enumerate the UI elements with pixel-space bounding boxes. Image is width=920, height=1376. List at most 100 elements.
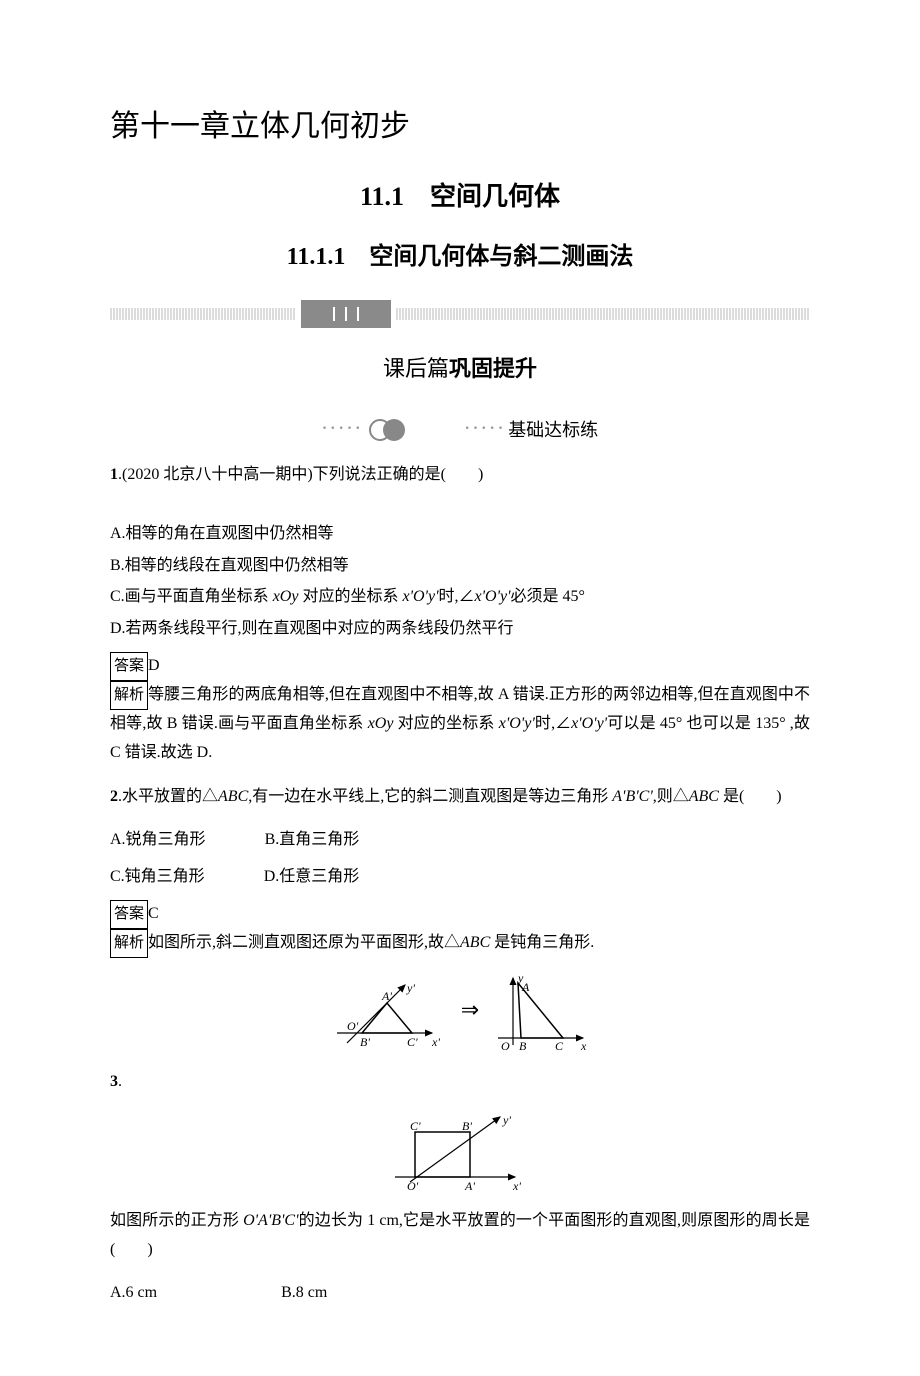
- fig-label: A: [521, 980, 530, 994]
- q3-option-b: B.8 cm: [281, 1279, 327, 1308]
- q3-var: O'A'B'C': [243, 1212, 298, 1229]
- q1-analysis-var: xOy: [368, 715, 394, 732]
- q2-option-c: C.钝角三角形: [110, 863, 205, 892]
- q1c-var: x'O'y': [402, 588, 438, 605]
- fig-label: x': [431, 1035, 440, 1048]
- q3-text: 如图所示的正方形: [110, 1212, 243, 1229]
- q2-var: ABC: [218, 788, 248, 805]
- q2-var: A'B'C': [612, 788, 652, 805]
- q1-analysis-text: 时,∠: [535, 715, 571, 732]
- fig-label: x: [580, 1039, 587, 1053]
- fig-label: C': [410, 1119, 421, 1133]
- q3-dot: .: [118, 1073, 122, 1090]
- fig-label: y': [406, 981, 415, 995]
- divider-pattern-left: [110, 308, 296, 320]
- q2-option-a: A.锐角三角形: [110, 826, 206, 855]
- q2-answer: C: [148, 905, 159, 922]
- q2-text: ,有一边在水平线上,它的斜二测直观图是等边三角形: [248, 788, 612, 805]
- q3-stem: 如图所示的正方形 O'A'B'C'的边长为 1 cm,它是水平放置的一个平面图形…: [110, 1207, 810, 1265]
- q2-analysis: 解析如图所示,斜二测直观图还原为平面图形,故△ABC 是钝角三角形.: [110, 929, 810, 958]
- fig-label: O': [407, 1179, 419, 1192]
- after-class-header: 课后篇巩固提升: [110, 349, 810, 389]
- practice-type-row: ····· ·····基础达标练: [110, 414, 810, 446]
- q1-options: A.相等的角在直观图中仍然相等 B.相等的线段在直观图中仍然相等 C.画与平面直…: [110, 520, 810, 644]
- q1-answer: D: [148, 657, 160, 674]
- q1c-text: C.画与平面直角坐标系: [110, 588, 273, 605]
- q2-text: .水平放置的△: [118, 788, 218, 805]
- subsection-num: 11.1.1: [287, 244, 346, 270]
- q1-source: .(2020 北京八十中高一期中)下列说法正确的是( ): [118, 466, 483, 483]
- q2-analysis-text: 是钝角三角形.: [490, 934, 594, 951]
- question-3-num: 3.: [110, 1068, 810, 1097]
- q2-var: ABC: [689, 788, 719, 805]
- fig-label: B: [519, 1039, 527, 1053]
- q1-analysis: 解析等腰三角形的两底角相等,但在直观图中不相等,故 A 错误.正方形的两邻边相等…: [110, 681, 810, 768]
- divider-center-block: [301, 300, 391, 328]
- chapter-name: 立体几何初步: [230, 110, 410, 143]
- q2-analysis-text: 如图所示,斜二测直观图还原为平面图形,故△: [148, 934, 460, 951]
- q1-option-d: D.若两条线段平行,则在直观图中对应的两条线段仍然平行: [110, 615, 810, 644]
- fig-label: C': [407, 1035, 418, 1048]
- after-class-light: 课后篇: [383, 356, 449, 381]
- fig-label: x': [512, 1179, 521, 1192]
- q1-analysis-var: x'O'y': [499, 715, 535, 732]
- decorative-divider: [110, 299, 810, 329]
- q1c-text: 对应的坐标系: [298, 588, 402, 605]
- q1-analysis-text: 对应的坐标系: [393, 715, 498, 732]
- fig-label: A': [464, 1179, 475, 1192]
- q2-option-b: B.直角三角形: [265, 826, 360, 855]
- divider-pattern-right: [396, 308, 810, 320]
- circle-filled-icon: [383, 419, 405, 441]
- q2-text: 是( ): [719, 788, 782, 805]
- divider-bar-icon: [345, 307, 347, 321]
- fig-label: O: [501, 1039, 510, 1053]
- subsection-title: 11.1.1 空间几何体与斜二测画法: [110, 236, 810, 279]
- fig-label: C: [555, 1039, 564, 1053]
- q2-option-d: D.任意三角形: [264, 863, 360, 892]
- q1-number: 1: [110, 466, 118, 483]
- q1-analysis-var: x'O'y': [571, 715, 607, 732]
- q2-figure-right: y A O B C x: [493, 973, 593, 1053]
- section-num: 11.1: [360, 182, 404, 211]
- q2-answer-row: 答案C: [110, 900, 810, 929]
- q2-figure: A' y' O' B' C' x' ⇒ y A O B C x: [110, 973, 810, 1053]
- q3-figure-svg: C' B' y' O' A' x': [385, 1112, 535, 1192]
- answer-label: 答案: [110, 652, 148, 681]
- fig-label: A': [381, 989, 392, 1003]
- q1c-var: x'O'y': [475, 588, 511, 605]
- fig-label: y': [502, 1113, 511, 1127]
- practice-label: 基础达标练: [508, 414, 598, 446]
- chapter-title: 第十一章立体几何初步: [110, 100, 810, 154]
- analysis-label: 解析: [110, 929, 148, 958]
- divider-bar-icon: [333, 307, 335, 321]
- q1-option-a: A.相等的角在直观图中仍然相等: [110, 520, 810, 549]
- q3-figure: C' B' y' O' A' x': [110, 1112, 810, 1192]
- q1-option-b: B.相等的线段在直观图中仍然相等: [110, 552, 810, 581]
- chapter-prefix: 第十一章: [110, 110, 230, 143]
- q1-answer-row: 答案D: [110, 652, 810, 681]
- q2-options-row2: C.钝角三角形 D.任意三角形: [110, 863, 810, 892]
- q1c-text: 必须是 45°: [511, 588, 585, 605]
- section-title: 11.1 空间几何体: [110, 174, 810, 221]
- q3-number: 3: [110, 1073, 118, 1090]
- q2-number: 2: [110, 788, 118, 805]
- circles-icon: [369, 419, 405, 441]
- dots-icon: ·····: [465, 415, 507, 444]
- q2-options-row1: A.锐角三角形 B.直角三角形: [110, 826, 810, 855]
- q1c-var: xOy: [273, 588, 299, 605]
- q3-option-a: A.6 cm: [110, 1279, 157, 1308]
- answer-label: 答案: [110, 900, 148, 929]
- spacer: [110, 505, 810, 520]
- q2-figure-left: A' y' O' B' C' x': [327, 978, 447, 1048]
- q2-analysis-var: ABC: [460, 934, 490, 951]
- section-name: 空间几何体: [430, 182, 560, 211]
- q3-options: A.6 cm B.8 cm: [110, 1279, 810, 1308]
- dots-icon: ·····: [322, 415, 364, 444]
- q1c-text: 时,∠: [439, 588, 475, 605]
- fig-label: B': [360, 1035, 370, 1048]
- after-class-bold: 巩固提升: [449, 356, 537, 381]
- question-1: 1.(2020 北京八十中高一期中)下列说法正确的是( ): [110, 461, 810, 490]
- analysis-label: 解析: [110, 681, 148, 710]
- subsection-name: 空间几何体与斜二测画法: [369, 244, 633, 270]
- arrow-icon: ⇒: [461, 997, 479, 1022]
